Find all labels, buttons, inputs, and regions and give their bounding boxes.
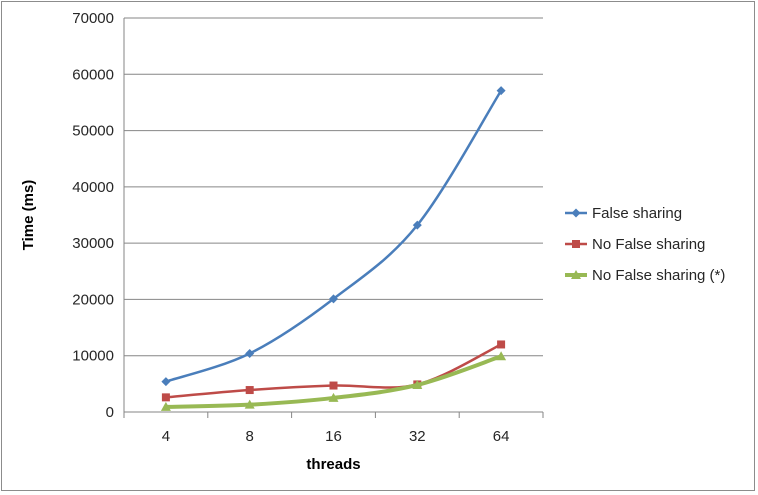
legend-label: False sharing — [592, 205, 682, 222]
y-axis-title: Time (ms) — [20, 180, 37, 251]
data-point — [245, 348, 255, 358]
data-point — [496, 351, 507, 361]
legend-label: No False sharing — [592, 236, 705, 253]
x-axis-title: threads — [306, 456, 360, 473]
data-point — [328, 392, 339, 402]
x-tick-label: 32 — [409, 428, 426, 445]
y-tick-label: 0 — [106, 404, 114, 421]
data-point — [496, 86, 506, 96]
y-tick-label: 70000 — [72, 10, 114, 27]
data-point — [161, 393, 170, 402]
series-group — [160, 86, 507, 411]
x-tick-labels: 4 8 16 32 64 — [162, 428, 510, 445]
data-point — [161, 377, 171, 387]
series-1 — [161, 340, 506, 402]
data-point — [412, 379, 423, 389]
data-point — [160, 401, 171, 411]
legend-marker — [572, 240, 580, 248]
data-point — [245, 386, 254, 395]
x-tick-label: 16 — [325, 428, 342, 445]
legend-marker — [571, 208, 581, 218]
gridlines — [123, 17, 544, 418]
x-tick-label: 8 — [246, 428, 254, 445]
legend-label: No False sharing (*) — [592, 267, 725, 284]
legend: False sharing No False sharing No False sh… — [565, 205, 725, 284]
x-tick-label: 64 — [493, 428, 510, 445]
series-0 — [161, 86, 506, 387]
legend-marker — [571, 270, 581, 279]
x-tick-label: 4 — [162, 428, 170, 445]
series-2 — [160, 351, 507, 411]
data-point — [244, 399, 255, 409]
series-line-0 — [165, 89, 503, 383]
data-point — [412, 220, 422, 230]
y-tick-label: 10000 — [72, 348, 114, 365]
legend-item: False sharing — [565, 205, 682, 222]
y-tick-labels: 0 10000 20000 30000 40000 50000 60000 70000 — [72, 10, 114, 421]
y-tick-label: 60000 — [72, 66, 114, 83]
data-point — [329, 381, 338, 390]
data-point — [329, 294, 338, 304]
y-tick-label: 40000 — [72, 179, 114, 196]
y-tick-label: 30000 — [72, 235, 114, 252]
y-tick-label: 50000 — [72, 123, 114, 140]
legend-item: No False sharing — [565, 236, 705, 253]
data-point — [497, 340, 506, 349]
legend-item: No False sharing (*) — [565, 267, 725, 284]
y-tick-label: 20000 — [72, 291, 114, 308]
